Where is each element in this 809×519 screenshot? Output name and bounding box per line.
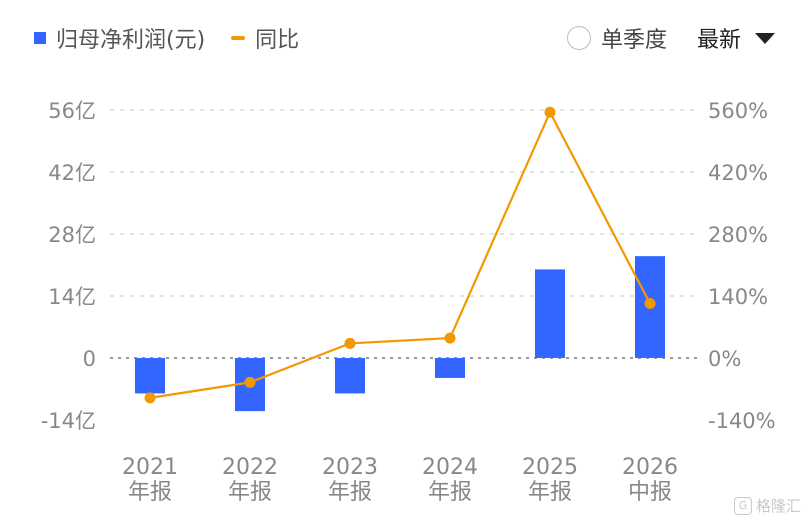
left-tick-label: 42亿 <box>48 161 96 185</box>
x-tick-period: 年报 <box>128 480 172 505</box>
watermark-logo-icon: G <box>733 496 752 515</box>
line-series <box>144 106 656 404</box>
legend-item-yoy[interactable]: 同比 <box>231 22 299 54</box>
legend-label-net-profit: 归母净利润(元) <box>56 28 206 53</box>
left-tick-label: 56亿 <box>48 99 96 123</box>
yoy-point <box>344 337 356 349</box>
chart-controls: 单季度 最新 <box>566 22 775 54</box>
line-series-swatch-icon <box>231 36 246 40</box>
right-tick-label: 280% <box>708 223 768 247</box>
right-tick-label: 0% <box>708 347 741 371</box>
bar-series-swatch-icon <box>34 32 46 44</box>
quarter-radio-button[interactable] <box>566 26 591 50</box>
x-tick-period: 中报 <box>628 480 672 505</box>
x-tick-period: 年报 <box>528 480 572 505</box>
watermark: G 格隆汇 <box>733 495 801 516</box>
x-tick-year: 2024 <box>422 455 478 480</box>
profit-bar <box>435 358 465 378</box>
x-tick-year: 2025 <box>522 455 578 480</box>
yoy-point <box>644 298 656 310</box>
x-tick-year: 2023 <box>322 455 378 480</box>
x-tick-period: 年报 <box>228 480 272 505</box>
yoy-point <box>244 376 256 388</box>
sort-dropdown[interactable]: 最新 <box>697 22 775 54</box>
left-axis: 56亿 42亿 28亿 14亿 0 -14亿 <box>41 99 96 433</box>
sort-dropdown-value: 最新 <box>696 28 741 53</box>
x-tick-period: 年报 <box>428 480 472 505</box>
right-tick-label: 140% <box>708 285 768 309</box>
right-axis: 560% 420% 280% 140% 0% -140% <box>708 99 776 433</box>
yoy-point <box>444 332 456 344</box>
x-tick-year: 2022 <box>222 455 278 480</box>
left-tick-label: 14亿 <box>48 285 96 309</box>
profit-bar <box>535 269 565 358</box>
profit-bar <box>135 358 165 394</box>
grid-lines <box>110 109 700 359</box>
right-tick-label: 560% <box>708 99 768 123</box>
yoy-point <box>144 392 156 404</box>
x-tick-year: 2026 <box>622 455 678 480</box>
left-tick-label: 0 <box>83 347 96 371</box>
left-tick-label: 28亿 <box>48 223 96 247</box>
right-tick-label: -140% <box>708 409 776 433</box>
quarter-label: 单季度 <box>600 28 667 53</box>
yoy-point <box>544 106 556 118</box>
legend-label-yoy: 同比 <box>255 28 300 53</box>
x-tick-period: 年报 <box>328 480 372 505</box>
left-tick-label: -14亿 <box>41 409 96 433</box>
watermark-text: 格隆汇 <box>755 497 801 515</box>
legend-item-net-profit[interactable]: 归母净利润(元) <box>34 22 205 54</box>
yoy-line <box>149 111 651 399</box>
profit-bar <box>335 358 365 394</box>
right-tick-label: 420% <box>708 161 768 185</box>
caret-down-icon <box>755 32 775 44</box>
chart-legend: 归母净利润(元) 同比 <box>34 22 325 54</box>
x-tick-year: 2021 <box>122 455 178 480</box>
